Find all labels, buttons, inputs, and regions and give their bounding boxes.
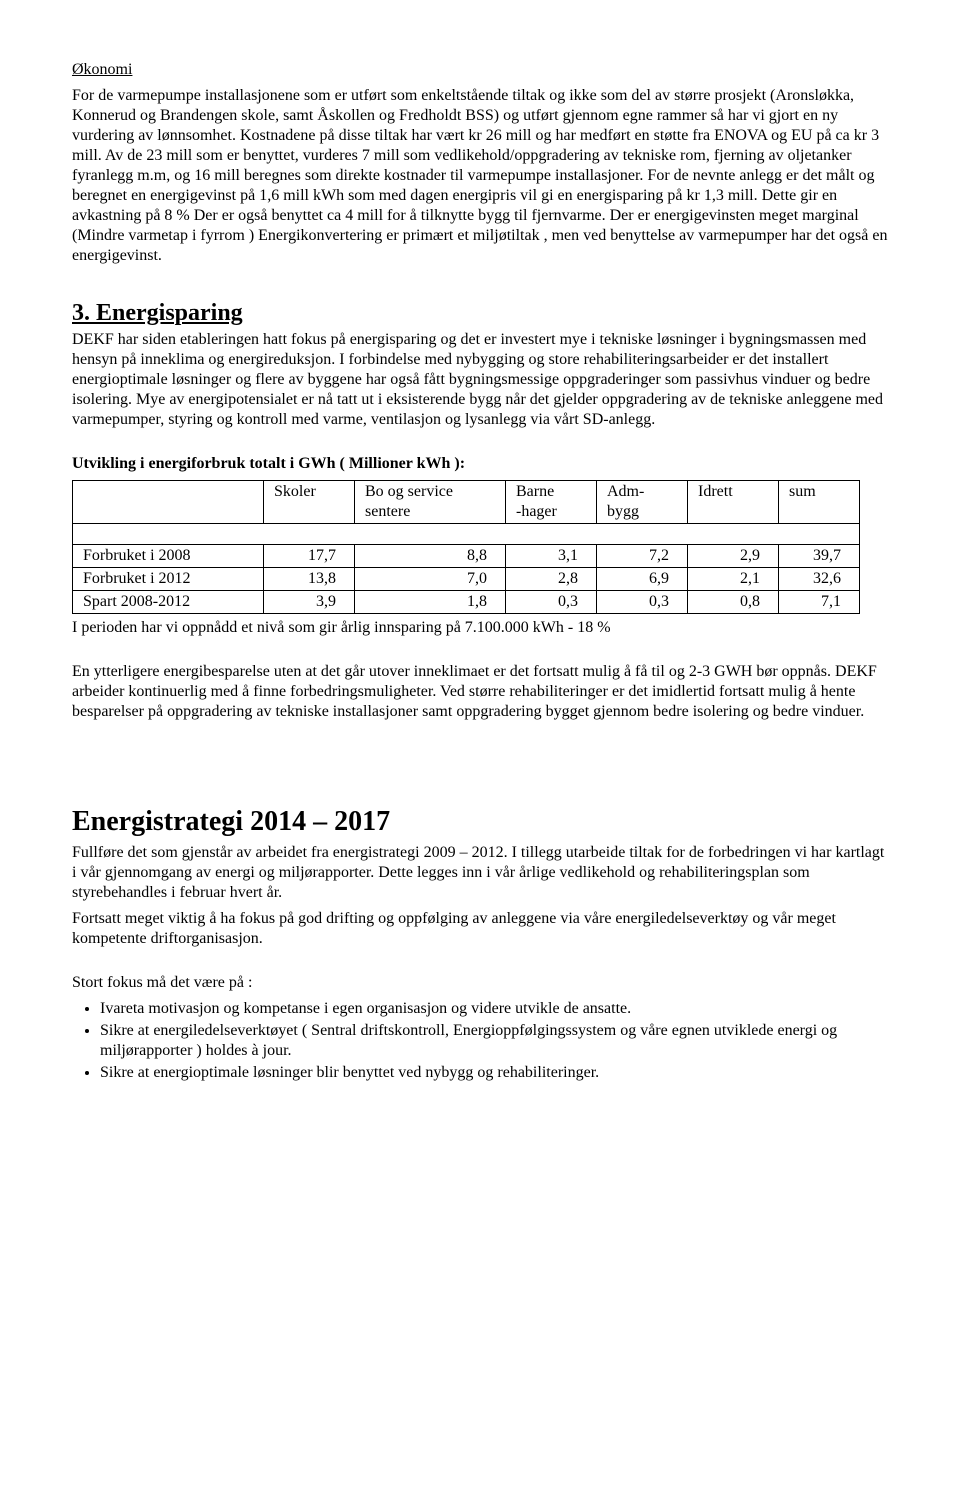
list-item: Ivareta motivasjon og kompetanse i egen …: [100, 999, 888, 1019]
strategi-p2: Fortsatt meget viktig å ha fokus på god …: [72, 909, 888, 949]
table-cell: 8,8: [355, 545, 506, 568]
table-header-admbygg: Adm- bygg: [597, 481, 688, 524]
table-cell: 6,9: [597, 568, 688, 591]
table-cell: 13,8: [264, 568, 355, 591]
table-row: Spart 2008-2012 3,9 1,8 0,3 0,3 0,8 7,1: [73, 591, 860, 614]
okonomi-heading: Økonomi: [72, 61, 132, 78]
table-cell: Spart 2008-2012: [73, 591, 264, 614]
table-cell: 7,2: [597, 545, 688, 568]
table-cell: 0,8: [688, 591, 779, 614]
list-item: Sikre at energiledelseverktøyet ( Sentra…: [100, 1021, 888, 1061]
table-cell: 2,8: [506, 568, 597, 591]
strategi-p1: Fullføre det som gjenstår av arbeidet fr…: [72, 843, 888, 903]
table-cell: 0,3: [597, 591, 688, 614]
table-cell: 32,6: [779, 568, 860, 591]
strategi-focus-intro: Stort fokus må det være på :: [72, 973, 888, 993]
table-cell: 2,9: [688, 545, 779, 568]
table-header-sum: sum: [779, 481, 860, 524]
table-cell: 39,7: [779, 545, 860, 568]
table-header-empty: [73, 481, 264, 524]
table-cell: 7,0: [355, 568, 506, 591]
table-cell: 3,9: [264, 591, 355, 614]
list-item: Sikre at energioptimale løsninger blir b…: [100, 1063, 888, 1083]
table-row: Forbruket i 2012 13,8 7,0 2,8 6,9 2,1 32…: [73, 568, 860, 591]
table-header-row: Skoler Bo og service sentere Barne -hage…: [73, 481, 860, 524]
table-cell: Forbruket i 2008: [73, 545, 264, 568]
table-cell: 7,1: [779, 591, 860, 614]
table-header-bo-service: Bo og service sentere: [355, 481, 506, 524]
table-caption: Utvikling i energiforbruk totalt i GWh (…: [72, 454, 888, 474]
table-cell: 3,1: [506, 545, 597, 568]
okonomi-body: For de varmepumpe installasjonene som er…: [72, 86, 888, 266]
energy-table: Skoler Bo og service sentere Barne -hage…: [72, 480, 860, 614]
table-cell: 1,8: [355, 591, 506, 614]
table-cell: 2,1: [688, 568, 779, 591]
table-header-idrett: Idrett: [688, 481, 779, 524]
table-cell: 0,3: [506, 591, 597, 614]
after-table-paragraph: En ytterligere energibesparelse uten at …: [72, 662, 888, 722]
strategi-bullet-list: Ivareta motivasjon og kompetanse i egen …: [100, 999, 888, 1083]
table-row: Forbruket i 2008 17,7 8,8 3,1 7,2 2,9 39…: [73, 545, 860, 568]
energisparing-heading: 3. Energisparing: [72, 298, 888, 328]
table-footnote: I perioden har vi oppnådd et nivå som gi…: [72, 618, 888, 638]
energisparing-body: DEKF har siden etableringen hatt fokus p…: [72, 330, 888, 430]
table-cell: 17,7: [264, 545, 355, 568]
table-header-skoler: Skoler: [264, 481, 355, 524]
strategi-heading: Energistrategi 2014 – 2017: [72, 804, 888, 839]
table-header-barnehager: Barne -hager: [506, 481, 597, 524]
table-cell: Forbruket i 2012: [73, 568, 264, 591]
